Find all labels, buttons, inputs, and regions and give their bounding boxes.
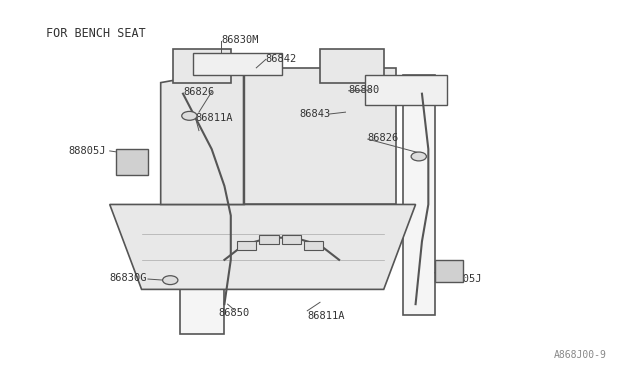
Circle shape [411, 152, 426, 161]
Circle shape [163, 276, 178, 285]
Text: 86880: 86880 [349, 85, 380, 95]
Bar [304, 241, 323, 250]
Bar [435, 260, 463, 282]
Polygon shape [365, 75, 447, 105]
Text: 88805J: 88805J [444, 274, 482, 284]
Text: 86843: 86843 [300, 109, 331, 119]
Text: 88805J: 88805J [68, 146, 106, 156]
Polygon shape [403, 75, 435, 315]
Polygon shape [173, 49, 231, 83]
Text: FOR BENCH SEAT: FOR BENCH SEAT [46, 27, 146, 40]
Text: 86826: 86826 [368, 133, 399, 143]
Text: 86811A: 86811A [196, 113, 233, 123]
Text: 86842: 86842 [266, 54, 297, 64]
Polygon shape [161, 68, 244, 205]
Circle shape [182, 112, 197, 120]
Bar [282, 235, 301, 244]
Text: 86811A: 86811A [307, 311, 345, 321]
Bar [116, 149, 148, 175]
Polygon shape [244, 68, 396, 205]
Text: 86826: 86826 [183, 87, 214, 97]
Text: 86850: 86850 [218, 308, 250, 318]
Text: 86830G: 86830G [109, 273, 147, 283]
Text: 86830M: 86830M [221, 35, 259, 45]
Polygon shape [109, 205, 415, 289]
Polygon shape [180, 75, 225, 334]
Bar [259, 235, 278, 244]
Text: A868J00-9: A868J00-9 [554, 350, 607, 359]
Bar [237, 241, 256, 250]
Polygon shape [320, 49, 384, 83]
Polygon shape [193, 53, 282, 75]
